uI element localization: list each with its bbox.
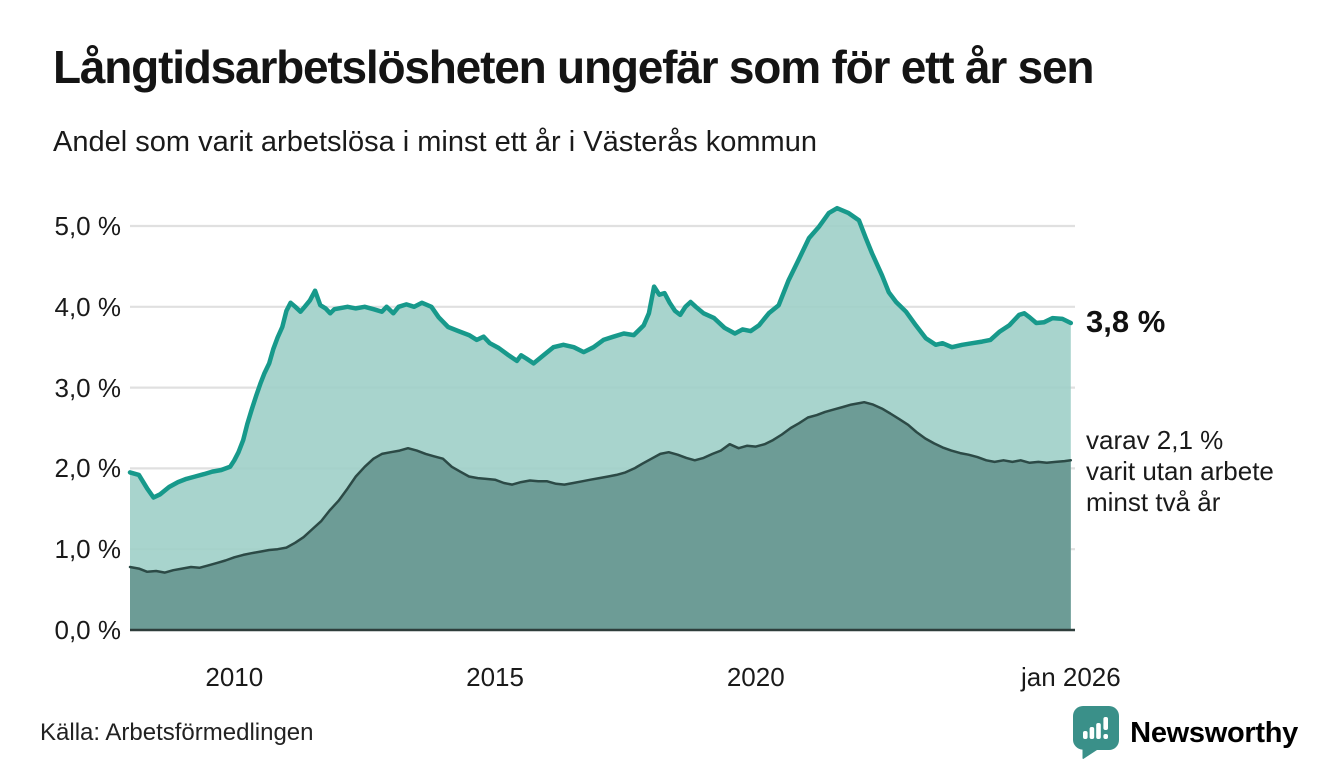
y-tick-label: 5,0 % (54, 211, 122, 242)
two-year-annotation: varav 2,1 % varit utan arbete minst två … (1086, 425, 1274, 518)
line-series-1 (127, 205, 1074, 500)
newsworthy-logo[interactable]: Newsworthy (1073, 706, 1298, 760)
latest-value-label: 3,8 % (1086, 303, 1166, 339)
bar-2 (1089, 727, 1095, 739)
bar-3 (1096, 723, 1101, 739)
two-year-annotation-line1: varav 2,1 % (1086, 425, 1224, 456)
y-tick-label: 0,0 % (54, 615, 122, 645)
area-fill-series-2 (130, 402, 1071, 630)
series-lines (127, 205, 1074, 574)
y-tick-label: 2,0 % (54, 453, 122, 484)
two-year-annotation-line3: minst två år (1086, 487, 1221, 518)
x-tick-label: jan 2026 (1020, 662, 1121, 692)
brand-name[interactable]: Newsworthy (1130, 716, 1298, 749)
x-tick-label: 2015 (466, 662, 524, 692)
y-tick-label: 3,0 % (54, 372, 122, 403)
chart-subtitle: Andel som varit arbetslösa i minst ett å… (53, 126, 817, 158)
newsworthy-logo-icon (1073, 706, 1120, 759)
x-tick-label: 2010 (205, 662, 264, 692)
y-tick-label: 1,0 % (54, 534, 122, 565)
y-tick-label: 4,0 % (54, 291, 122, 322)
area-fills (130, 208, 1071, 630)
line-series-2 (128, 400, 1073, 574)
x-tick-label: 2020 (726, 662, 785, 692)
bar-1 (1083, 731, 1088, 739)
page-title: Långtidsarbetslösheten ungefär som för e… (53, 41, 1095, 93)
source-note: Källa: Arbetsförmedlingen (40, 719, 314, 746)
exclamation-bar (1103, 717, 1109, 730)
two-year-annotation-line2: varit utan arbete (1086, 456, 1274, 487)
speech-bubble-shape (1073, 706, 1120, 759)
exclamation-dot (1103, 734, 1109, 739)
